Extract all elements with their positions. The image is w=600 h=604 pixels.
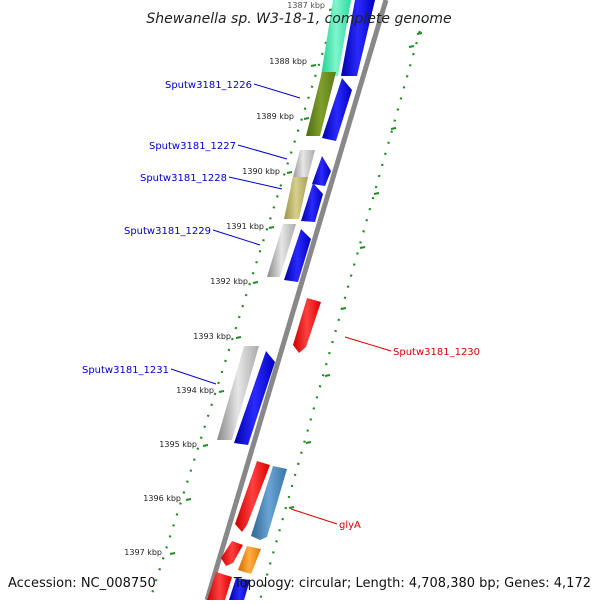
gene-arrow-sputw3181-1228[interactable]	[301, 183, 323, 222]
inner-ruler-dots	[148, 19, 335, 601]
ruler-label: 1390 kbp	[242, 167, 280, 176]
gene-arrow-sputw3181-1229[interactable]	[284, 229, 311, 282]
gene-label-sputw3181-1230[interactable]: Sputw3181_1230	[393, 347, 480, 358]
gene-arrow-reverse-3[interactable]	[207, 572, 232, 600]
gene-label-sputw3181-1226[interactable]: Sputw3181_1226	[165, 80, 252, 91]
ruler-label: 1395 kbp	[159, 440, 197, 449]
gray-feature-sputw3181-1227[interactable]	[291, 150, 315, 185]
map-title: Shewanella sp. W3-18-1, complete genome	[146, 11, 451, 27]
ruler-label: 1394 kbp	[176, 386, 214, 395]
ruler-label: 1392 kbp	[210, 277, 248, 286]
label-leaders	[170, 83, 392, 525]
gene-track	[207, 0, 375, 600]
genome-backbone	[204, 0, 389, 601]
feature-track	[217, 0, 351, 440]
khaki-feature-sputw3181-1228[interactable]	[284, 177, 308, 219]
ruler-label: 1396 kbp	[143, 494, 181, 503]
accession-text: Accession: NC_008750	[8, 576, 156, 591]
gene-labels-left: Sputw3181_1226 Sputw3181_1227 Sputw3181_…	[82, 80, 252, 376]
gene-arrow-sputw3181-1231[interactable]	[234, 351, 275, 445]
teal-feature[interactable]	[321, 0, 351, 76]
ruler-ticks	[169, 8, 423, 555]
ruler-label: 1393 kbp	[193, 332, 231, 341]
gene-arrow-glya[interactable]	[251, 466, 287, 540]
ruler-label: 1397 kbp	[124, 548, 162, 557]
ruler-label: 1391 kbp	[226, 222, 264, 231]
gray-feature-sputw3181-1231[interactable]	[217, 346, 259, 440]
ruler-labels: 1387 kbp 1388 kbp 1389 kbp 1390 kbp 1391…	[124, 1, 325, 557]
gray-feature-sputw3181-1229[interactable]	[267, 224, 296, 277]
gene-label-sputw3181-1228[interactable]: Sputw3181_1228	[140, 173, 227, 184]
gene-label-sputw3181-1231[interactable]: Sputw3181_1231	[82, 365, 169, 376]
orange-feature[interactable]	[238, 546, 261, 574]
ruler-label: 1388 kbp	[269, 57, 307, 66]
gene-arrow-sputw3181-1226[interactable]	[322, 78, 352, 141]
gene-arrow-forward-2[interactable]	[229, 578, 250, 600]
gene-arrow-reverse-2[interactable]	[221, 541, 243, 566]
ruler-label: 1387 kbp	[287, 1, 325, 10]
gene-labels-right: Sputw3181_1230 glyA	[339, 347, 480, 531]
topology-text: Topology: circular; Length: 4,708,380 bp…	[233, 576, 591, 591]
gene-label-sputw3181-1227[interactable]: Sputw3181_1227	[149, 141, 236, 152]
gene-arrow-sputw3181-1227[interactable]	[312, 156, 331, 186]
gene-arrow-reverse-1[interactable]	[235, 461, 270, 532]
gene-label-glya[interactable]: glyA	[339, 520, 361, 531]
olive-feature-sputw3181-1226[interactable]	[306, 72, 336, 136]
gene-arrow-sputw3181-1230[interactable]	[293, 298, 321, 353]
ruler-label: 1389 kbp	[256, 112, 294, 121]
gene-arrow-forward[interactable]	[341, 0, 375, 76]
gene-label-sputw3181-1229[interactable]: Sputw3181_1229	[124, 226, 211, 237]
